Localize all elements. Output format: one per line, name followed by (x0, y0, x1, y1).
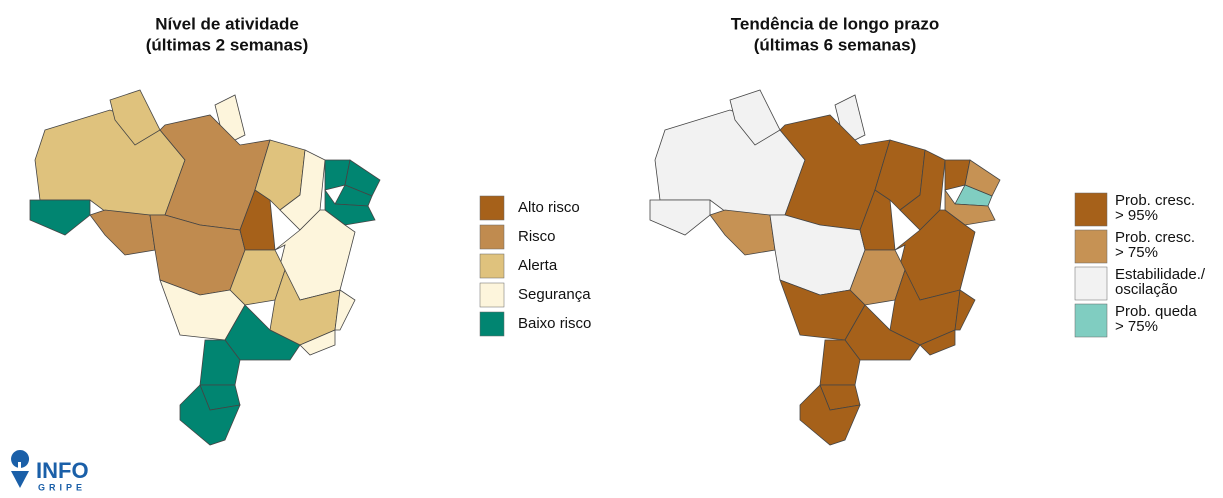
map-title: Tendência de longo prazo (731, 14, 939, 33)
legend-label: Risco (518, 228, 556, 245)
state (729, 89, 781, 146)
map-title: Nível de atividade (155, 14, 299, 33)
logo-sub: GRIPE (38, 482, 86, 492)
legend-swatch (479, 253, 505, 279)
logo-pin-tip (11, 471, 29, 488)
state (199, 339, 241, 386)
legend-label: > 95% (1115, 207, 1158, 224)
map (649, 89, 1001, 446)
state (649, 199, 711, 236)
legend-swatch (1074, 192, 1108, 227)
state (654, 109, 806, 216)
state (709, 209, 776, 256)
legend-swatch (479, 195, 505, 221)
state (89, 209, 156, 256)
legend-label: Prob. queda (1115, 303, 1197, 320)
legend-label: Alerta (518, 257, 558, 274)
state (179, 384, 241, 446)
state (29, 199, 91, 236)
state (799, 384, 861, 446)
logo-mark (18, 462, 21, 470)
state (919, 329, 956, 356)
legend-label: > 75% (1115, 244, 1158, 261)
legend-swatch (479, 282, 505, 308)
state (34, 109, 186, 216)
map-title: (últimas 2 semanas) (146, 35, 309, 54)
map (29, 89, 381, 446)
legend-label: Prob. cresc. (1115, 229, 1195, 246)
legend-swatch (1074, 303, 1108, 338)
legend-swatch (1074, 266, 1108, 301)
legend-label: Alto risco (518, 199, 580, 216)
map-title: (últimas 6 semanas) (754, 35, 917, 54)
logo-main: INFO (36, 458, 89, 483)
logo: INFO GRIPE (11, 450, 89, 492)
legend-swatch (479, 224, 505, 250)
legend-label: Baixo risco (518, 315, 591, 332)
legend-label: Estabilidade./ (1115, 266, 1206, 283)
legend-label: oscilação (1115, 281, 1178, 298)
legend-swatch (1074, 229, 1108, 264)
state (954, 289, 976, 331)
state (109, 89, 161, 146)
state (334, 289, 356, 331)
legend-label: > 75% (1115, 318, 1158, 335)
state (819, 339, 861, 386)
legend-label: Prob. cresc. (1115, 192, 1195, 209)
logo-pin (11, 450, 30, 468)
legend-swatch (479, 311, 505, 337)
legend-label: Segurança (518, 286, 591, 303)
state (299, 329, 336, 356)
